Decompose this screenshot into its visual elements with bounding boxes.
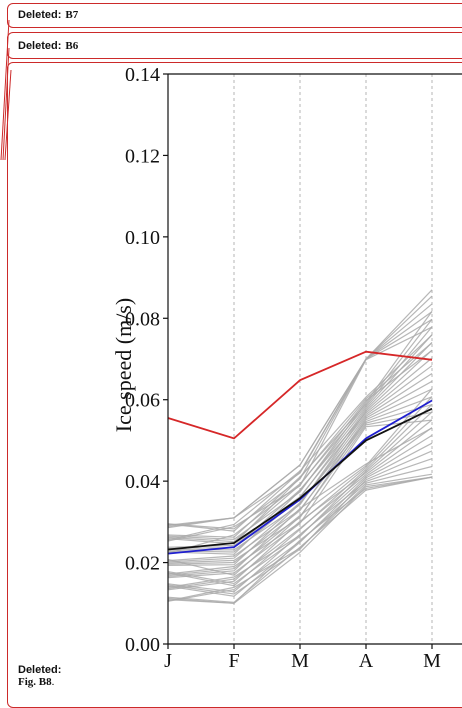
ensemble-line-6 (167, 450, 433, 595)
y-tick-label: 0.02 (125, 553, 160, 575)
deleted-label: Deleted: (18, 664, 62, 676)
y-tick-label: 0.04 (125, 471, 160, 493)
series-line-2 (167, 407, 433, 551)
ensemble-line-14 (167, 388, 433, 576)
ensemble-line-30 (167, 311, 433, 541)
y-tick-label: 0.12 (125, 145, 160, 167)
comment-leader-lines (0, 19, 12, 161)
y-tick-label: 0.00 (125, 634, 160, 656)
ensemble-line-20 (167, 388, 433, 564)
deleted-suffix: . (51, 676, 55, 688)
series-line-1 (167, 399, 433, 555)
x-tick-label: F (228, 650, 239, 672)
ensemble-line-0 (167, 476, 433, 603)
y-tick-label: 0.08 (125, 308, 160, 330)
deleted-text: B6 (65, 40, 79, 52)
axes (163, 73, 462, 649)
y-tick-label: 0.14 (125, 64, 160, 86)
deleted-label: Deleted: (18, 40, 62, 52)
ensemble-line-4 (167, 465, 433, 602)
ensemble-line-24 (167, 357, 433, 549)
ensemble-line-10 (167, 419, 433, 591)
y-tick-labels: 0.00 0.02 0.04 0.06 0.08 0.10 0.12 0.14 (125, 64, 160, 656)
ensemble-line-8 (167, 434, 433, 588)
y-tick-label: 0.06 (125, 390, 160, 412)
deleted-balloon-b7[interactable]: Deleted: B7 (7, 3, 462, 28)
ensemble-line-5 (167, 458, 433, 593)
y-tick-label: 0.10 (125, 227, 160, 249)
ensemble-line-34 (167, 326, 433, 542)
x-tick-label: A (359, 650, 374, 672)
ensemble-line-9 (167, 427, 433, 590)
ensemble-line-15 (167, 427, 433, 577)
ensemble-line-39 (167, 289, 433, 529)
series-lines (167, 350, 433, 555)
ensemble-lines (167, 289, 433, 604)
ensemble-line-12 (167, 403, 433, 587)
ensemble-line-21 (167, 380, 433, 565)
ensemble-line-7 (167, 442, 433, 597)
ensemble-line-16 (167, 419, 433, 579)
series-line-0 (167, 350, 433, 440)
ensemble-line-3 (167, 473, 433, 602)
ensemble-line-19 (167, 396, 433, 563)
ensemble-line-35 (167, 318, 433, 530)
ensemble-line-2 (167, 476, 433, 604)
deleted-label: Deleted: (18, 9, 62, 21)
deleted-figure-ref: Fig. B8 (18, 676, 52, 688)
x-tick-label: J (164, 650, 172, 672)
x-tick-label: M (423, 650, 441, 672)
x-tick-label: M (291, 650, 309, 672)
deleted-text: B7 (65, 9, 79, 21)
y-axis-label: Ice speed (m/s) (111, 298, 136, 432)
deleted-text: Fig. B8. (18, 676, 54, 688)
